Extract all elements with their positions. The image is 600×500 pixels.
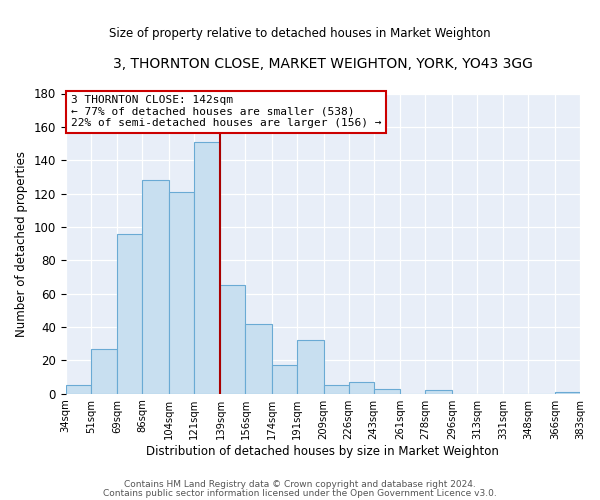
Title: 3, THORNTON CLOSE, MARKET WEIGHTON, YORK, YO43 3GG: 3, THORNTON CLOSE, MARKET WEIGHTON, YORK… (113, 58, 533, 71)
Bar (194, 142, 220, 394)
Bar (142, 180, 169, 394)
Bar (220, 286, 245, 394)
Y-axis label: Number of detached properties: Number of detached properties (15, 150, 28, 336)
Text: Contains public sector information licensed under the Open Government Licence v3: Contains public sector information licen… (103, 489, 497, 498)
Text: Contains HM Land Registry data © Crown copyright and database right 2024.: Contains HM Land Registry data © Crown c… (124, 480, 476, 489)
Text: Size of property relative to detached houses in Market Weighton: Size of property relative to detached ho… (109, 28, 491, 40)
Bar (374, 388, 400, 394)
Bar (349, 382, 374, 394)
Bar (91, 348, 117, 394)
Bar (425, 390, 452, 394)
Bar (555, 392, 580, 394)
Bar (272, 366, 297, 394)
Bar (323, 386, 349, 394)
Bar (297, 340, 323, 394)
Text: 3 THORNTON CLOSE: 142sqm
← 77% of detached houses are smaller (538)
22% of semi-: 3 THORNTON CLOSE: 142sqm ← 77% of detach… (71, 95, 381, 128)
Bar (245, 324, 272, 394)
Bar (169, 192, 194, 394)
X-axis label: Distribution of detached houses by size in Market Weighton: Distribution of detached houses by size … (146, 444, 499, 458)
Bar (65, 386, 91, 394)
Bar (117, 234, 142, 394)
